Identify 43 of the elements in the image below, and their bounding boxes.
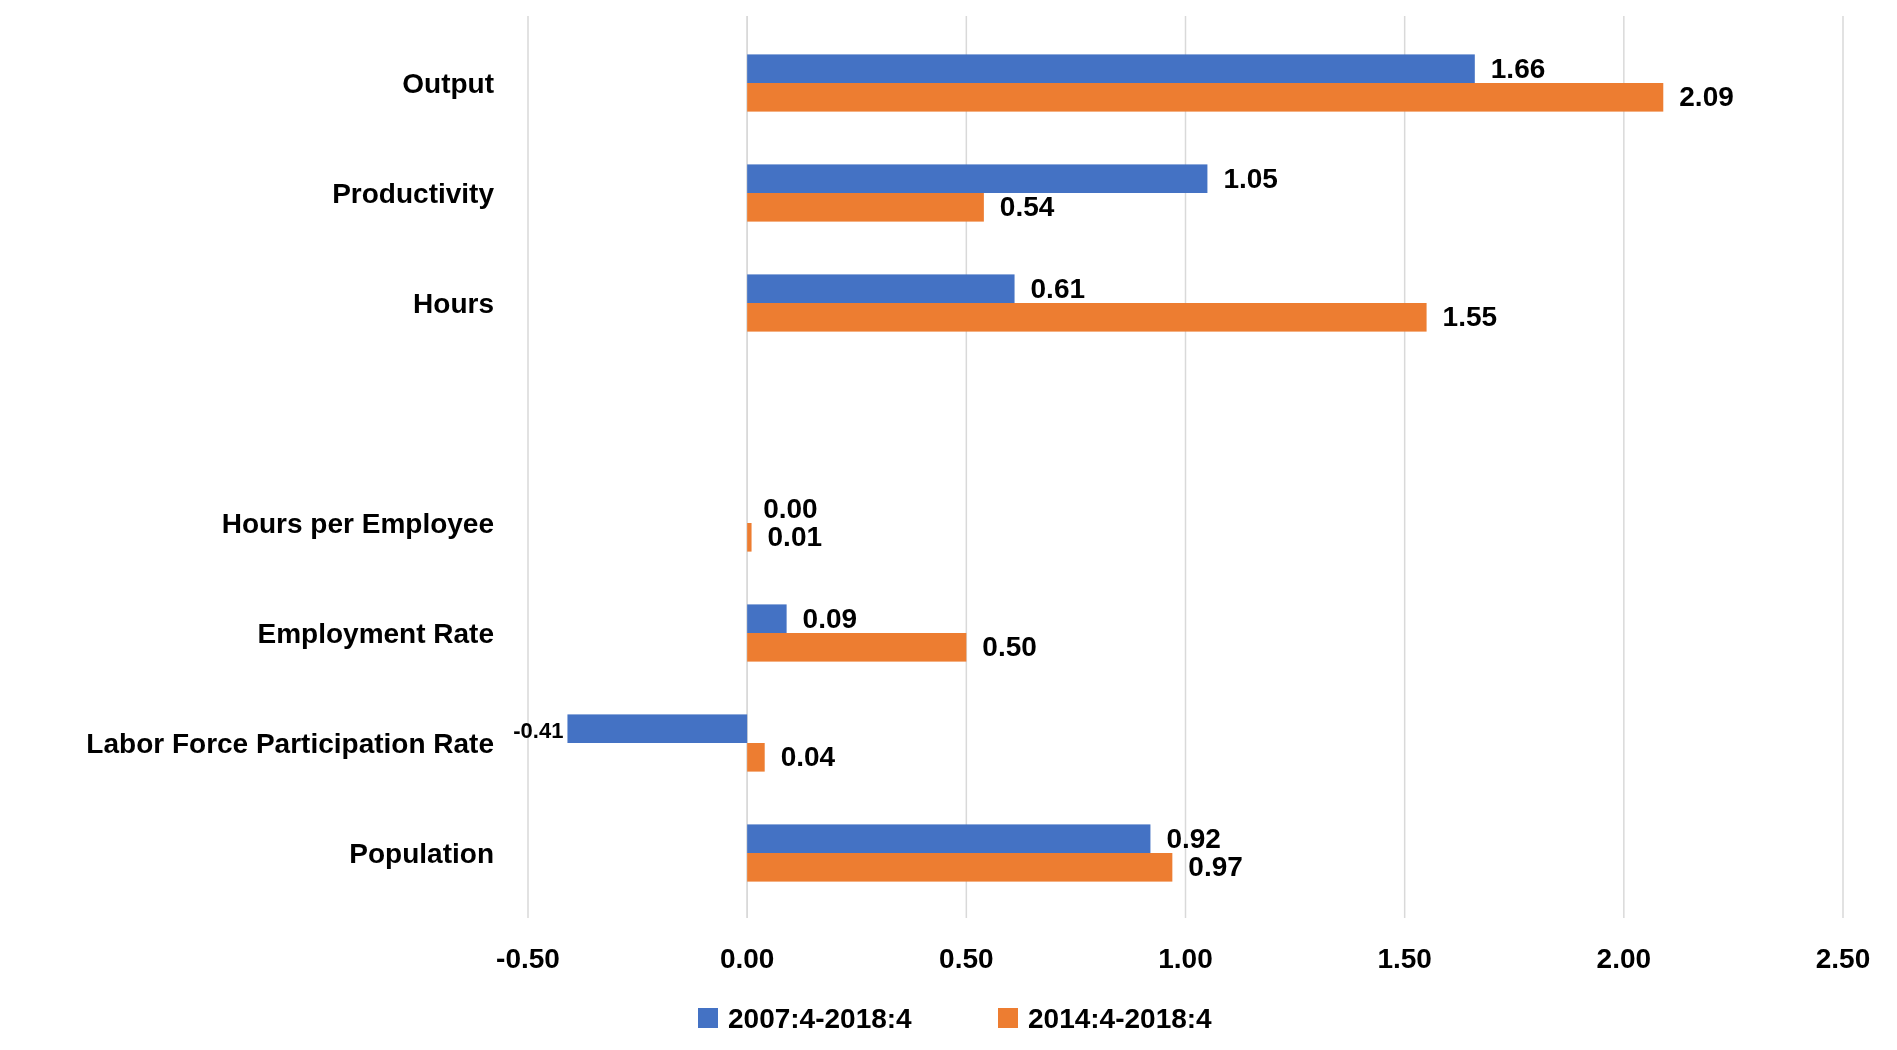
x-tick-label: 1.50 — [1377, 943, 1432, 974]
bar — [567, 714, 748, 743]
y-tick-label: Hours — [413, 288, 494, 319]
bar — [747, 303, 1427, 332]
data-label: 0.54 — [999, 191, 1055, 223]
x-tick-label: 1.00 — [1158, 943, 1213, 974]
x-tick-label: 0.00 — [719, 943, 775, 974]
y-tick-label: Hours per Employee — [221, 508, 494, 539]
bar — [747, 604, 787, 633]
y-tick-label: Employment Rate — [257, 618, 494, 649]
data-label: 1.05 — [1223, 162, 1278, 194]
data-label: 0.97 — [1188, 851, 1243, 883]
data-label: 1.66 — [1490, 52, 1546, 84]
bar — [747, 824, 1151, 853]
legend-label: 2014:4-2018:4 — [1028, 1003, 1213, 1034]
data-label: 0.92 — [1166, 822, 1221, 854]
data-label: 0.50 — [982, 631, 1037, 663]
x-tick-label: 2.00 — [1596, 943, 1652, 974]
bar — [747, 523, 752, 552]
x-tick-label: -0.50 — [496, 943, 560, 974]
x-tick-label: 2.50 — [1815, 943, 1871, 974]
data-label: 2.09 — [1679, 81, 1734, 113]
bar — [747, 193, 984, 222]
data-label: 1.55 — [1442, 301, 1498, 333]
data-label: 0.61 — [1030, 272, 1086, 304]
bar — [747, 633, 967, 662]
x-tick-label: 0.50 — [939, 943, 994, 974]
y-tick-label: Population — [349, 838, 494, 869]
data-label: 0.04 — [780, 741, 836, 773]
bar — [747, 164, 1208, 193]
data-label: 0.01 — [767, 521, 823, 553]
data-label: 0.09 — [802, 602, 858, 634]
bar — [747, 83, 1664, 112]
y-tick-label: Labor Force Participation Rate — [86, 728, 494, 759]
legend-label: 2007:4-2018:4 — [728, 1003, 913, 1034]
bar — [747, 54, 1475, 83]
bar — [747, 274, 1015, 303]
bar — [747, 743, 765, 772]
data-label: 0.00 — [763, 492, 818, 524]
bar — [747, 853, 1173, 882]
data-label: -0.41 — [513, 717, 564, 743]
y-tick-label: Productivity — [332, 178, 495, 209]
y-tick-label: Output — [402, 68, 494, 99]
